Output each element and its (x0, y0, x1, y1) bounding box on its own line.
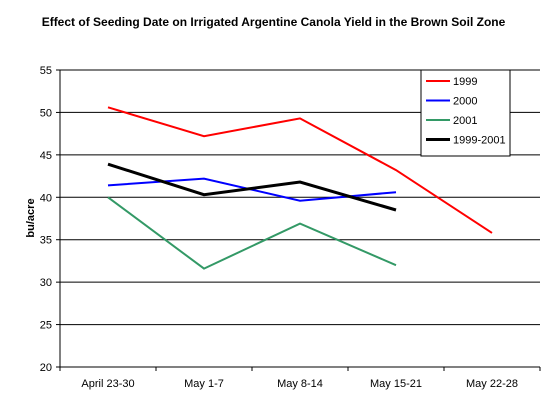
legend-label: 1999 (453, 76, 477, 88)
y-axis-label: bu/acre (25, 198, 37, 237)
y-tick-label: 40 (40, 192, 52, 204)
gridlines (60, 69, 540, 326)
legend: 1999 2000 2001 1999-2001 (420, 69, 511, 157)
y-tick-label: 45 (40, 150, 52, 162)
series-line-1999-2001 (107, 162, 397, 212)
legend-label: 1999-2001 (453, 135, 506, 147)
y-tick-label: 35 (40, 235, 52, 247)
x-tick-label: May 15-21 (370, 378, 422, 390)
y-tick-label: 55 (40, 65, 52, 77)
y-tick-label: 30 (40, 277, 52, 289)
x-tick-label: May 8-14 (277, 378, 323, 390)
x-tick-label: May 22-28 (466, 378, 518, 390)
legend-label: 2001 (453, 115, 477, 127)
series-line-2001 (107, 196, 397, 270)
series-line-1999 (107, 106, 493, 234)
x-tick-label: May 1-7 (184, 378, 224, 390)
y-tick-label: 20 (40, 362, 52, 374)
chart-title: Effect of Seeding Date on Irrigated Arge… (41, 15, 506, 29)
axes: 20 25 30 35 40 45 50 55 April 23-30 May 1-7 May 8-… (40, 65, 541, 390)
legend-box (420, 69, 511, 157)
x-tick-label: April 23-30 (81, 378, 134, 390)
series-lines (107, 106, 493, 270)
legend-label: 2000 (453, 96, 477, 108)
y-tick-label: 50 (40, 107, 52, 119)
y-tick-label: 25 (40, 320, 52, 332)
